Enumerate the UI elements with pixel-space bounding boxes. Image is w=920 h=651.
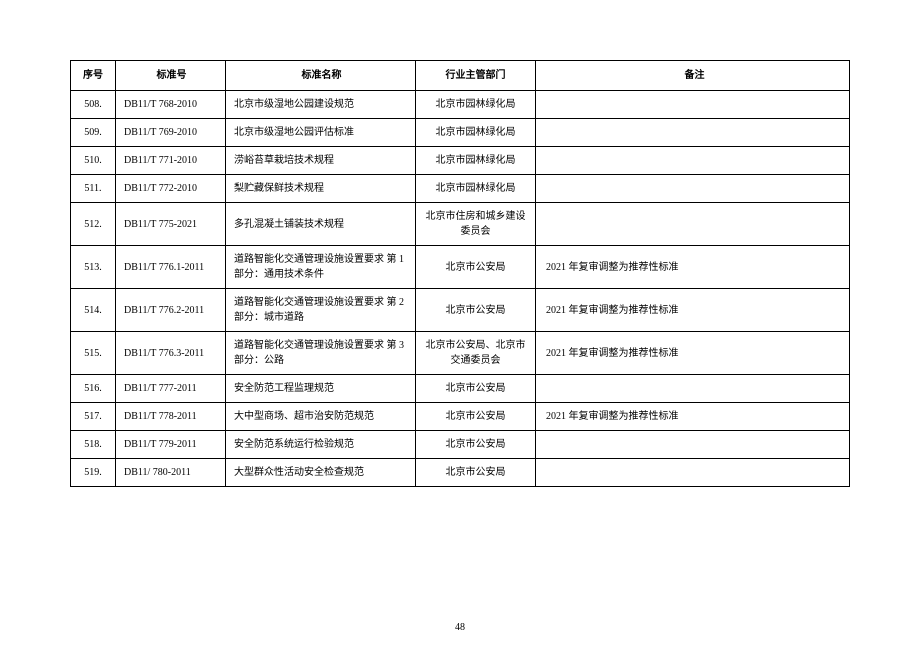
table-header-row: 序号 标准号 标准名称 行业主管部门 备注 <box>71 61 850 91</box>
header-name: 标准名称 <box>226 61 416 91</box>
cell-code: DB11/T 769-2010 <box>116 119 226 147</box>
cell-note <box>536 91 850 119</box>
cell-note <box>536 175 850 203</box>
cell-name: 道路智能化交通管理设施设置要求 第 1 部分：通用技术条件 <box>226 246 416 289</box>
cell-seq: 518. <box>71 431 116 459</box>
cell-seq: 508. <box>71 91 116 119</box>
header-seq: 序号 <box>71 61 116 91</box>
cell-name: 北京市级湿地公园评估标准 <box>226 119 416 147</box>
cell-code: DB11/T 779-2011 <box>116 431 226 459</box>
cell-name: 大中型商场、超市治安防范规范 <box>226 403 416 431</box>
cell-code: DB11/T 771-2010 <box>116 147 226 175</box>
standards-table: 序号 标准号 标准名称 行业主管部门 备注 508.DB11/T 768-201… <box>70 60 850 487</box>
cell-seq: 511. <box>71 175 116 203</box>
cell-dept: 北京市园林绿化局 <box>416 91 536 119</box>
cell-note <box>536 375 850 403</box>
cell-name: 安全防范系统运行检验规范 <box>226 431 416 459</box>
header-code: 标准号 <box>116 61 226 91</box>
table-row: 519.DB11/ 780-2011大型群众性活动安全检查规范北京市公安局 <box>71 459 850 487</box>
table-row: 513.DB11/T 776.1-2011道路智能化交通管理设施设置要求 第 1… <box>71 246 850 289</box>
cell-seq: 516. <box>71 375 116 403</box>
cell-code: DB11/ 780-2011 <box>116 459 226 487</box>
cell-name: 涝峪苔草栽培技术规程 <box>226 147 416 175</box>
cell-note <box>536 119 850 147</box>
cell-code: DB11/T 768-2010 <box>116 91 226 119</box>
cell-dept: 北京市园林绿化局 <box>416 147 536 175</box>
cell-name: 北京市级湿地公园建设规范 <box>226 91 416 119</box>
table-row: 508.DB11/T 768-2010北京市级湿地公园建设规范北京市园林绿化局 <box>71 91 850 119</box>
cell-name: 安全防范工程监理规范 <box>226 375 416 403</box>
cell-name: 大型群众性活动安全检查规范 <box>226 459 416 487</box>
page-number: 48 <box>0 622 920 633</box>
cell-dept: 北京市公安局、北京市交通委员会 <box>416 332 536 375</box>
cell-seq: 513. <box>71 246 116 289</box>
cell-note: 2021 年复审调整为推荐性标准 <box>536 332 850 375</box>
table-row: 511.DB11/T 772-2010梨贮藏保鲜技术规程北京市园林绿化局 <box>71 175 850 203</box>
header-note: 备注 <box>536 61 850 91</box>
table-row: 509.DB11/T 769-2010北京市级湿地公园评估标准北京市园林绿化局 <box>71 119 850 147</box>
cell-dept: 北京市公安局 <box>416 459 536 487</box>
cell-seq: 514. <box>71 289 116 332</box>
table-row: 517.DB11/T 778-2011大中型商场、超市治安防范规范北京市公安局2… <box>71 403 850 431</box>
table-row: 510.DB11/T 771-2010涝峪苔草栽培技术规程北京市园林绿化局 <box>71 147 850 175</box>
cell-note: 2021 年复审调整为推荐性标准 <box>536 403 850 431</box>
cell-name: 道路智能化交通管理设施设置要求 第 3 部分：公路 <box>226 332 416 375</box>
cell-name: 多孔混凝土铺装技术规程 <box>226 203 416 246</box>
cell-dept: 北京市公安局 <box>416 375 536 403</box>
table-row: 514.DB11/T 776.2-2011道路智能化交通管理设施设置要求 第 2… <box>71 289 850 332</box>
table-row: 515.DB11/T 776.3-2011道路智能化交通管理设施设置要求 第 3… <box>71 332 850 375</box>
cell-dept: 北京市公安局 <box>416 431 536 459</box>
page: 序号 标准号 标准名称 行业主管部门 备注 508.DB11/T 768-201… <box>0 0 920 651</box>
table-row: 512.DB11/T 775-2021多孔混凝土铺装技术规程北京市住房和城乡建设… <box>71 203 850 246</box>
cell-note <box>536 431 850 459</box>
cell-dept: 北京市园林绿化局 <box>416 175 536 203</box>
cell-code: DB11/T 776.1-2011 <box>116 246 226 289</box>
cell-code: DB11/T 772-2010 <box>116 175 226 203</box>
cell-note: 2021 年复审调整为推荐性标准 <box>536 246 850 289</box>
cell-code: DB11/T 777-2011 <box>116 375 226 403</box>
table-body: 508.DB11/T 768-2010北京市级湿地公园建设规范北京市园林绿化局5… <box>71 91 850 487</box>
cell-seq: 519. <box>71 459 116 487</box>
cell-dept: 北京市园林绿化局 <box>416 119 536 147</box>
cell-seq: 512. <box>71 203 116 246</box>
cell-seq: 515. <box>71 332 116 375</box>
table-row: 516.DB11/T 777-2011安全防范工程监理规范北京市公安局 <box>71 375 850 403</box>
cell-note <box>536 147 850 175</box>
cell-dept: 北京市住房和城乡建设委员会 <box>416 203 536 246</box>
cell-note <box>536 459 850 487</box>
cell-code: DB11/T 778-2011 <box>116 403 226 431</box>
cell-seq: 517. <box>71 403 116 431</box>
cell-code: DB11/T 776.2-2011 <box>116 289 226 332</box>
table-row: 518.DB11/T 779-2011安全防范系统运行检验规范北京市公安局 <box>71 431 850 459</box>
cell-dept: 北京市公安局 <box>416 403 536 431</box>
cell-name: 道路智能化交通管理设施设置要求 第 2 部分：城市道路 <box>226 289 416 332</box>
cell-seq: 510. <box>71 147 116 175</box>
cell-note <box>536 203 850 246</box>
cell-dept: 北京市公安局 <box>416 246 536 289</box>
cell-note: 2021 年复审调整为推荐性标准 <box>536 289 850 332</box>
header-dept: 行业主管部门 <box>416 61 536 91</box>
cell-seq: 509. <box>71 119 116 147</box>
cell-code: DB11/T 775-2021 <box>116 203 226 246</box>
cell-name: 梨贮藏保鲜技术规程 <box>226 175 416 203</box>
cell-dept: 北京市公安局 <box>416 289 536 332</box>
cell-code: DB11/T 776.3-2011 <box>116 332 226 375</box>
